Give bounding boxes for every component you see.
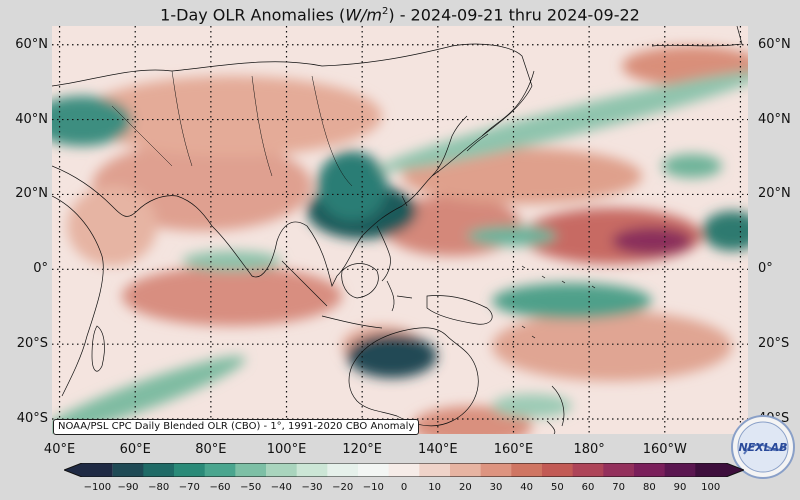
latitude-label: 60°N (15, 36, 48, 52)
data-credit-label: NOAA/PSL CPC Daily Blended OLR (CBO) - 1… (53, 419, 420, 435)
colorbar-segment (327, 463, 359, 477)
latitude-label: 0° (33, 261, 48, 277)
latitude-label: 0° (758, 261, 773, 277)
colorbar-tick-label: 60 (581, 482, 595, 493)
colorbar-tick-label: −80 (148, 482, 170, 493)
colorbar (64, 463, 744, 477)
colorbar-segment (358, 463, 390, 477)
latitude-label: 40°S (16, 411, 48, 427)
colorbar-tick-label: 10 (428, 482, 442, 493)
latitude-label: 20°S (16, 336, 48, 352)
colorbar-segment (388, 463, 420, 477)
colorbar-segment (572, 463, 604, 477)
colorbar-tick-label: 70 (612, 482, 626, 493)
title-unit: W/m (345, 5, 382, 25)
colorbar-segment (296, 463, 328, 477)
colorbar-segment (603, 463, 635, 477)
longitude-label: 80°E (195, 442, 227, 457)
colorbar-segment (143, 463, 175, 477)
olr-anomaly-map (52, 26, 748, 434)
latitude-label: 40°N (15, 111, 48, 127)
colorbar-segment (542, 463, 574, 477)
title-prefix: 1-Day OLR Anomalies ( (160, 5, 346, 25)
anomaly-field (52, 26, 748, 434)
colorbar-tick-label: 100 (701, 482, 721, 493)
colorbar-segment (174, 463, 206, 477)
colorbar-tick-label: −40 (270, 482, 292, 493)
colorbar-segment (266, 463, 298, 477)
colorbar-segment (235, 463, 267, 477)
colorbar-segment (450, 463, 482, 477)
logo-text: NEXLAB (738, 441, 787, 454)
colorbar-segment (511, 463, 543, 477)
colorbar-segment (480, 463, 512, 477)
nexlab-globe-logo: NEXLAB (731, 415, 795, 479)
colorbar-segment (419, 463, 451, 477)
colorbar-tick-label: 0 (400, 482, 408, 493)
latitude-label: 20°N (15, 186, 48, 202)
latitude-label: 60°N (758, 36, 791, 52)
colorbar-tick-label: 20 (458, 482, 472, 493)
colorbar-tick-label: −30 (301, 482, 323, 493)
longitude-label: 180° (573, 442, 605, 457)
colorbar-segment (634, 463, 666, 477)
longitude-label: 120°E (342, 442, 382, 457)
colorbar-tick-label: 40 (520, 482, 534, 493)
latitude-label: 20°N (758, 186, 791, 202)
longitude-label: 60°E (119, 442, 151, 457)
colorbar-tick-label: 30 (489, 482, 503, 493)
colorbar-segment (204, 463, 236, 477)
plot-title: 1-Day OLR Anomalies (W/m2) - 2024-09-21 … (0, 0, 800, 24)
colorbar-segment (664, 463, 696, 477)
colorbar-tick-label: 90 (673, 482, 687, 493)
colorbar-tick-label: −10 (362, 482, 384, 493)
colorbar-tick-label: −50 (240, 482, 262, 493)
colorbar-tick-label: −60 (209, 482, 231, 493)
colorbar-segment (695, 463, 744, 477)
colorbar-tick-label: −90 (117, 482, 139, 493)
latitude-label: 20°S (758, 336, 790, 352)
colorbar-tick-label: −100 (83, 482, 112, 493)
colorbar-tick-label: −20 (332, 482, 354, 493)
longitude-label: 160°E (493, 442, 534, 457)
longitude-label: 140°E (418, 442, 458, 457)
colorbar-tick-label: 50 (550, 482, 564, 493)
title-unit-exponent: 2 (381, 6, 389, 17)
colorbar-tick-label: −70 (178, 482, 200, 493)
longitude-label: 100°E (266, 442, 307, 457)
colorbar-segment (112, 463, 144, 477)
colorbar-tick-label: 80 (642, 482, 656, 493)
latitude-label: 40°N (758, 111, 791, 127)
colorbar-segment (64, 463, 113, 477)
longitude-label: 160°W (642, 442, 687, 457)
longitude-label: 40°E (43, 442, 76, 457)
title-suffix: ) - 2024-09-21 thru 2024-09-22 (388, 5, 640, 25)
